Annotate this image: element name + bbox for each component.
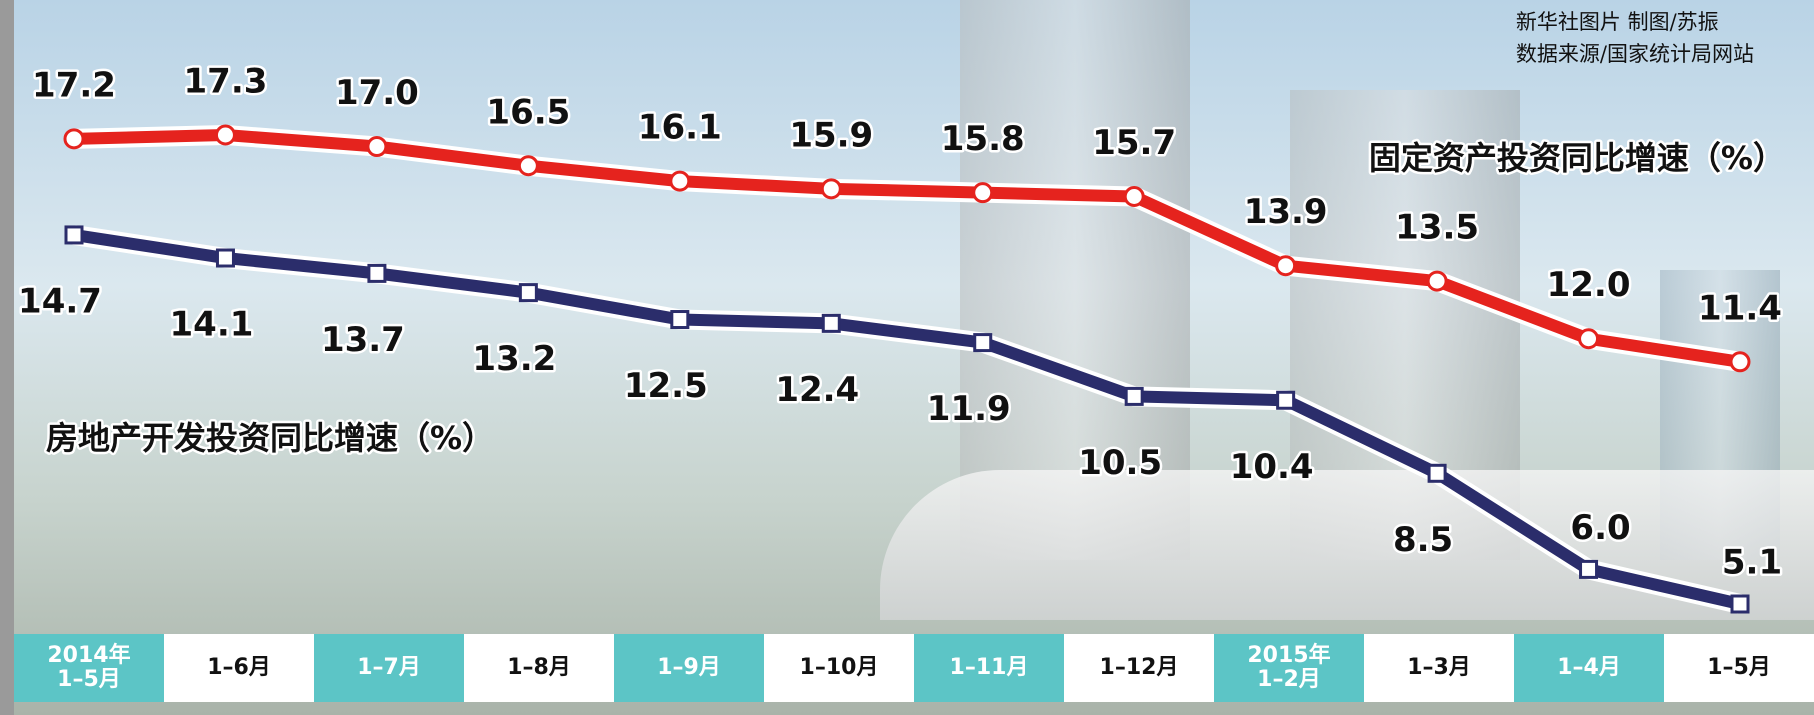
category-label: 1–4月 [1514, 634, 1664, 702]
value-label: 12.5 [624, 366, 708, 406]
value-label: 11.9 [927, 389, 1011, 429]
value-label: 15.8 [941, 119, 1025, 159]
value-label: 10.4 [1230, 447, 1314, 487]
value-label: 17.0 [335, 73, 419, 113]
value-label: 16.5 [486, 92, 570, 132]
value-label: 14.1 [170, 305, 254, 345]
point [63, 128, 85, 150]
point [517, 155, 539, 177]
category-label: 1–6月 [164, 634, 314, 702]
point [1275, 255, 1297, 277]
point [1123, 186, 1145, 208]
value-label: 15.9 [789, 115, 873, 155]
value-label: 17.3 [184, 62, 268, 102]
legend-label: 固定资产投资同比增速（%） [1369, 139, 1785, 177]
category-label: 2015年 1–2月 [1214, 634, 1364, 702]
point [973, 333, 993, 353]
value-label: 16.1 [638, 108, 722, 148]
point [972, 182, 994, 204]
value-label: 10.5 [1078, 443, 1162, 483]
point [64, 225, 84, 245]
value-label: 13.2 [472, 339, 556, 379]
building [960, 0, 1190, 560]
value-label: 8.5 [1393, 520, 1453, 560]
left-border [0, 0, 14, 715]
value-label: 11.4 [1698, 288, 1782, 328]
series-line [73, 229, 1742, 610]
value-label: 17.2 [32, 65, 116, 105]
category-label: 1–9月 [614, 634, 764, 702]
point [821, 313, 841, 333]
point [1124, 386, 1144, 406]
value-label: 12.4 [775, 370, 859, 410]
value-label: 12.0 [1547, 265, 1631, 305]
legend-label: 房地产开发投资同比增速（%） [46, 419, 494, 457]
point [1578, 328, 1600, 350]
point [1427, 463, 1447, 483]
credit-line: 数据来源/国家统计局网站 [1515, 42, 1754, 66]
point [214, 124, 236, 146]
category-label: 1–11月 [914, 634, 1064, 702]
value-label: 15.7 [1092, 123, 1176, 163]
point [820, 178, 842, 200]
point [518, 283, 538, 303]
value-label: 5.1 [1722, 543, 1782, 583]
point [669, 170, 691, 192]
point [1276, 390, 1296, 410]
value-label: 13.7 [321, 320, 405, 360]
credit: 新华社图片 制图/苏振 数据来源/国家统计局网站 [1516, 6, 1754, 70]
value-label: 13.5 [1395, 208, 1479, 248]
point [366, 136, 388, 158]
series-line [73, 129, 1741, 368]
point [1426, 270, 1448, 292]
value-label: 13.9 [1244, 192, 1328, 232]
category-label: 1–8月 [464, 634, 614, 702]
value-label: 14.7 [18, 281, 102, 321]
category-label: 1–3月 [1364, 634, 1514, 702]
point [1730, 594, 1750, 614]
credit-line: 新华社图片 制图/苏振 [1515, 10, 1719, 34]
value-label: 6.0 [1570, 508, 1630, 548]
category-label: 1–5月 [1664, 634, 1814, 702]
point [1579, 559, 1599, 579]
category-label: 1–7月 [314, 634, 464, 702]
point [215, 248, 235, 268]
category-strip: 2014年 1–5月 1–6月 1–7月 1–8月 1–9月 1–10月 1–11月 1–12… [14, 634, 1814, 702]
point [670, 310, 690, 330]
category-label: 1–12月 [1064, 634, 1214, 702]
point [1729, 351, 1751, 373]
category-label: 2014年 1–5月 [14, 634, 164, 702]
point [367, 263, 387, 283]
category-label: 1–10月 [764, 634, 914, 702]
